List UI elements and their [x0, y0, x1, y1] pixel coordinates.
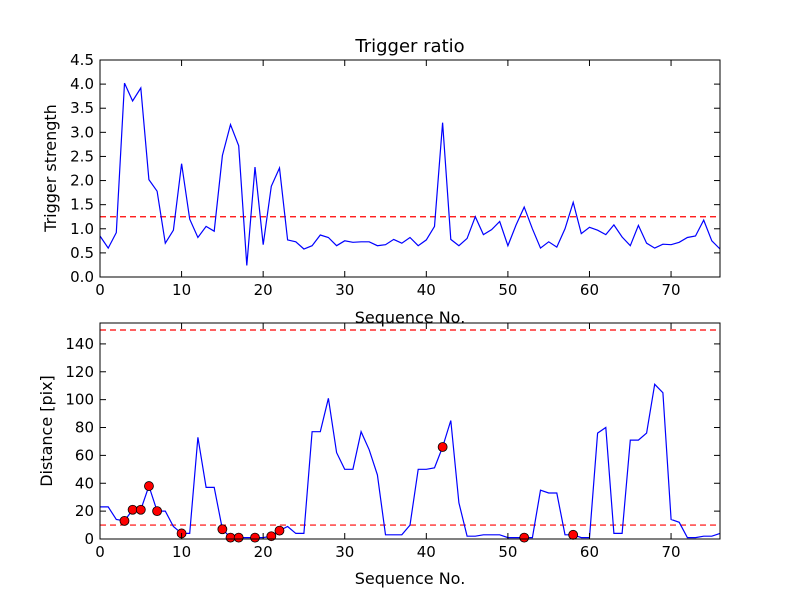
data-point — [274, 525, 285, 536]
x-tick-label: 70 — [662, 543, 681, 561]
axis-ticks: 0 10 20 30 40 50 60 70 0.0 0.5 1.0 1.5 2.0 2.5 3.0 3.5 4… — [70, 51, 720, 299]
y-axis-label: Trigger strength — [41, 104, 60, 233]
x-tick-label: 60 — [580, 543, 599, 561]
data-point — [152, 506, 163, 517]
x-tick-label: 70 — [662, 281, 681, 299]
y-tick-label: 20 — [75, 502, 94, 520]
y-tick-label: 3.0 — [70, 123, 94, 141]
data-point — [519, 532, 530, 543]
y-tick-label: 0 — [84, 530, 94, 548]
y-tick-label: 100 — [65, 391, 94, 409]
data-point — [144, 481, 154, 491]
plot-frame — [99, 322, 721, 540]
data-point — [266, 531, 277, 542]
x-tick-label: 50 — [498, 281, 517, 299]
x-tick-label: 20 — [254, 543, 273, 561]
x-tick-label: 30 — [335, 281, 354, 299]
y-tick-label: 1.5 — [70, 196, 94, 214]
y-tick-label: 0.0 — [70, 268, 94, 286]
x-axis-label: Sequence No. — [355, 569, 466, 588]
plot-frame — [99, 59, 721, 278]
x-tick-label: 40 — [417, 543, 436, 561]
series-line — [99, 82, 721, 266]
x-axis-label: Sequence No. — [355, 308, 466, 327]
data-point — [437, 442, 448, 452]
y-tick-label: 2.5 — [70, 147, 94, 165]
y-tick-label: 80 — [75, 419, 94, 437]
trigger-ratio-chart: Trigger ratio 0 10 20 30 40 50 60 70 0.0 0.5 1.0 1.… — [41, 36, 721, 327]
x-tick-label: 0 — [95, 543, 105, 561]
plot-area — [99, 82, 721, 266]
x-tick-label: 20 — [254, 281, 273, 299]
series-line — [100, 383, 721, 539]
y-tick-label: 60 — [75, 446, 94, 464]
data-point — [233, 532, 244, 543]
plot-area — [100, 329, 721, 543]
y-tick-label: 4.0 — [70, 75, 94, 93]
x-tick-label: 30 — [335, 543, 354, 561]
y-axis-label: Distance [pix] — [37, 375, 56, 487]
y-tick-label: 120 — [65, 363, 94, 381]
x-tick-label: 0 — [95, 281, 105, 299]
y-tick-label: 1.0 — [70, 220, 94, 238]
y-tick-label: 140 — [65, 335, 94, 353]
y-tick-label: 2.0 — [70, 172, 94, 190]
x-tick-label: 60 — [580, 281, 599, 299]
data-point — [135, 504, 146, 515]
data-point — [225, 532, 236, 543]
x-tick-label: 40 — [417, 281, 436, 299]
data-point — [250, 532, 260, 543]
x-tick-label: 10 — [172, 281, 191, 299]
y-tick-label: 0.5 — [70, 244, 94, 262]
y-tick-label: 40 — [75, 474, 94, 492]
y-tick-label: 3.5 — [70, 99, 94, 117]
data-point — [119, 515, 130, 526]
data-point — [127, 504, 138, 515]
y-tick-label: 4.5 — [70, 51, 94, 69]
data-point — [217, 524, 228, 535]
distance-chart: 0 10 20 30 40 50 60 70 0 20 40 60 80 100 120 140 Sequen… — [37, 322, 721, 588]
data-point — [568, 529, 579, 540]
x-tick-label: 50 — [498, 543, 517, 561]
chart-title: Trigger ratio — [354, 36, 464, 57]
x-tick-label: 10 — [172, 543, 191, 561]
axis-ticks: 0 10 20 30 40 50 60 70 0 20 40 60 80 100 120 140 — [65, 323, 720, 561]
